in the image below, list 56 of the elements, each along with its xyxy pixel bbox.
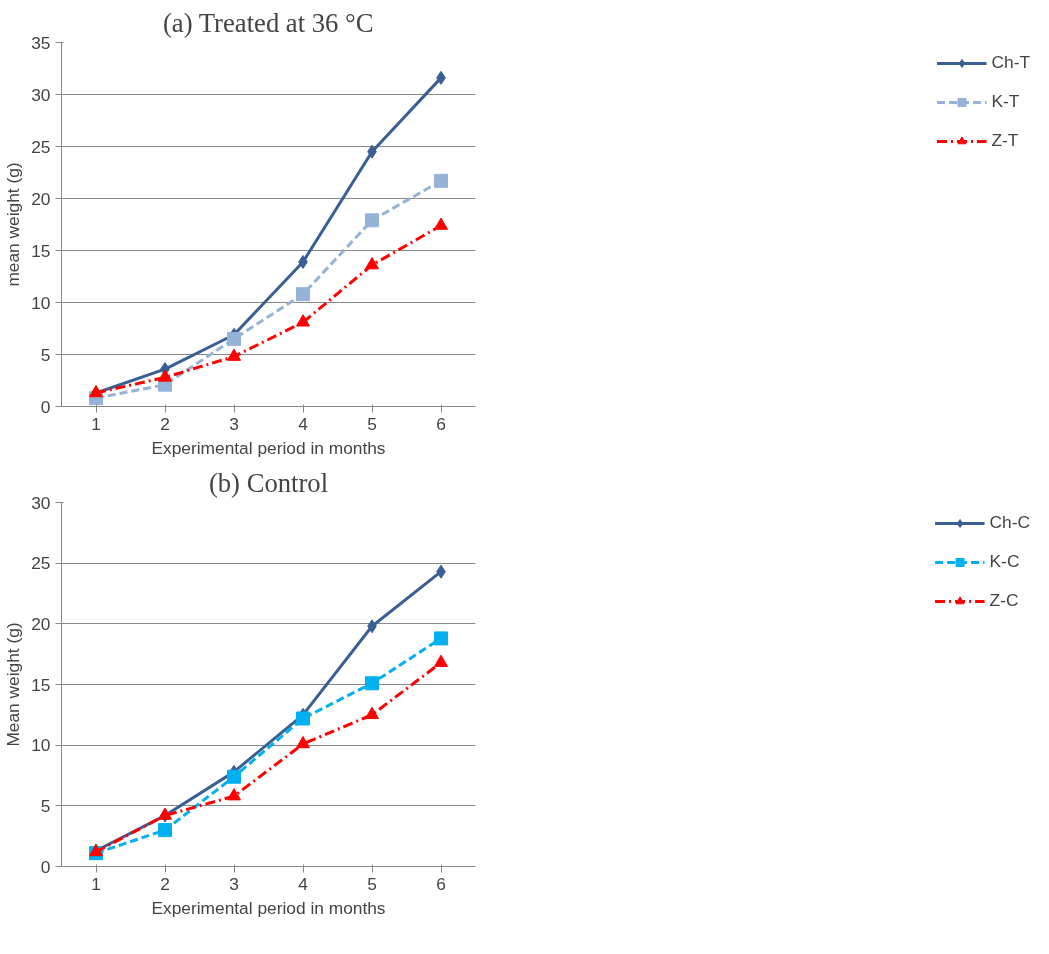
point bbox=[365, 706, 379, 720]
point bbox=[227, 769, 241, 784]
point bbox=[365, 213, 379, 228]
x-tick-label: 1 bbox=[91, 873, 101, 894]
x-tick-label: 5 bbox=[367, 873, 377, 894]
y-tick-label: 25 bbox=[31, 136, 51, 157]
y-tick-label: 30 bbox=[31, 84, 51, 105]
point bbox=[296, 314, 310, 327]
y-tick-label: 30 bbox=[31, 492, 51, 513]
x-tick-label: 6 bbox=[436, 873, 446, 894]
y-tick-label: 5 bbox=[40, 344, 51, 365]
point bbox=[434, 631, 448, 646]
point bbox=[227, 331, 241, 346]
legend-label: Z-T bbox=[991, 130, 1019, 151]
legend-label: Ch-C bbox=[989, 512, 1030, 533]
y-tick-label: 0 bbox=[40, 396, 51, 417]
x-tick-label: 6 bbox=[436, 413, 446, 434]
x-axis-title: Experimental period in months bbox=[151, 897, 386, 918]
point bbox=[296, 735, 310, 749]
point bbox=[227, 348, 241, 361]
y-tick-label: 35 bbox=[31, 32, 51, 53]
point bbox=[434, 173, 448, 188]
y-tick-label: 10 bbox=[31, 292, 51, 313]
chart-title: (b) Control bbox=[208, 467, 329, 498]
x-tick-label: 3 bbox=[229, 873, 239, 894]
point bbox=[227, 788, 241, 801]
legend-label: Z-C bbox=[989, 590, 1019, 611]
x-tick-label: 3 bbox=[229, 413, 239, 434]
point bbox=[365, 676, 379, 691]
x-tick-label: 5 bbox=[367, 413, 377, 434]
point bbox=[296, 287, 310, 302]
point bbox=[434, 654, 448, 667]
x-tick-label: 2 bbox=[160, 413, 170, 434]
point bbox=[434, 217, 448, 230]
y-tick-label: 10 bbox=[31, 735, 51, 756]
legend-label: K-T bbox=[991, 91, 1020, 112]
y-tick-label: 0 bbox=[40, 856, 51, 877]
x-tick-label: 2 bbox=[160, 873, 170, 894]
x-tick-label: 4 bbox=[298, 873, 309, 894]
point bbox=[158, 823, 172, 838]
x-tick-label: 1 bbox=[91, 413, 101, 434]
y-tick-label: 5 bbox=[40, 795, 51, 816]
point bbox=[158, 369, 172, 382]
y-axis-title: Mean weight (g) bbox=[3, 622, 24, 747]
legend-label: K-C bbox=[989, 551, 1020, 572]
chart-title: (a) Treated at 36 °C bbox=[162, 7, 374, 38]
y-axis-title: mean weight (g) bbox=[3, 162, 24, 287]
legend-label: Ch-T bbox=[991, 52, 1030, 73]
y-tick-label: 25 bbox=[31, 553, 51, 574]
y-tick-label: 15 bbox=[31, 240, 51, 261]
y-tick-label: 20 bbox=[31, 613, 51, 634]
x-tick-label: 4 bbox=[298, 413, 309, 434]
point bbox=[365, 257, 379, 270]
x-axis-title: Experimental period in months bbox=[151, 437, 386, 458]
y-tick-label: 20 bbox=[31, 188, 51, 209]
y-tick-label: 15 bbox=[31, 674, 51, 695]
